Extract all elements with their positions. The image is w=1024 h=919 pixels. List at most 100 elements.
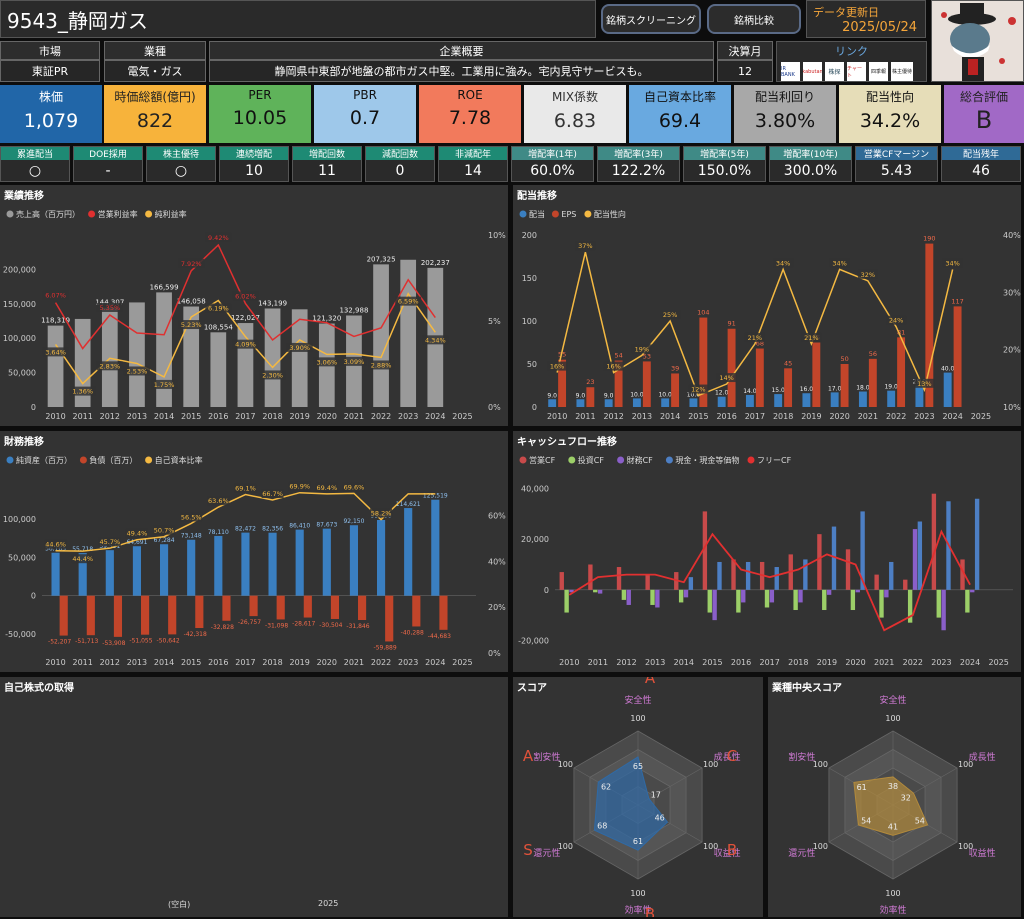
- radar-value: 61: [633, 837, 643, 846]
- equity-bar: [295, 529, 304, 596]
- fiscal-value: 12: [717, 60, 773, 82]
- cf-bar: [931, 493, 937, 590]
- x-tick-label: 2010: [45, 658, 65, 667]
- eps-label: 117: [951, 297, 963, 305]
- screening-button[interactable]: 銘柄スクリーニング: [601, 4, 701, 34]
- metric-label: 配当性向: [865, 90, 914, 104]
- x-tick-label: 2012: [616, 658, 636, 667]
- y-tick-label: 0: [31, 403, 36, 412]
- equity-ratio-label: 69.9%: [289, 483, 310, 491]
- cf-bar: [736, 589, 741, 613]
- x-tick-label: 2010: [547, 412, 567, 421]
- legend-marker: [88, 210, 96, 218]
- stat-label: 増配率(1年): [528, 150, 577, 160]
- stat-value: 0: [366, 160, 434, 181]
- cashflow-title: キャッシュフロー推移: [517, 437, 617, 448]
- debt-bar: [59, 595, 68, 636]
- label-bg: [180, 512, 203, 522]
- label-bg: [914, 378, 935, 388]
- payout-label: 14%: [719, 374, 733, 382]
- debt-bar: [412, 595, 421, 627]
- eps-bar: [558, 359, 567, 407]
- stat-card: 株主優待 ○: [146, 146, 216, 182]
- dividend-bar: [830, 392, 839, 407]
- debt-bar: [358, 595, 367, 621]
- radar-value: 41: [888, 822, 898, 831]
- radar-value: 38: [888, 782, 898, 791]
- link-yutai[interactable]: 株主優待: [891, 62, 913, 81]
- x-tick-label: 2023: [398, 412, 418, 421]
- label-bg: [234, 483, 257, 493]
- cf-bar: [850, 589, 856, 611]
- legend-marker: [6, 456, 14, 464]
- metric-card: MIX係数 6.83: [524, 85, 626, 143]
- equity-bar: [51, 552, 60, 596]
- stat-card: 連続増配 10: [219, 146, 289, 182]
- sales-bar: [101, 307, 118, 407]
- cf-bar: [817, 534, 822, 590]
- cf-bar: [822, 589, 827, 611]
- link-shikiho[interactable]: 四季報: [869, 62, 888, 81]
- radar-value: 65: [633, 762, 643, 771]
- metric-card: 時価総額(億円) 822: [104, 85, 206, 143]
- x-tick-label: 2016: [731, 658, 751, 667]
- debt-label: -53,908: [102, 640, 125, 647]
- sales-label: 207,325: [367, 255, 396, 263]
- payout-label: 16%: [550, 363, 564, 371]
- stat-value: 14: [439, 160, 507, 181]
- label-bg: [744, 332, 765, 342]
- cf-bar: [593, 589, 598, 593]
- label-bg: [801, 332, 822, 342]
- link-irbank[interactable]: IR BANK: [781, 62, 800, 81]
- radar-grade: S: [523, 841, 533, 859]
- equity-bar: [241, 532, 250, 596]
- dividend-chart: 配当 EPS 配当性向 0 50 100 150 200 10% 20% 30% 40% 2010 201…: [519, 209, 1021, 421]
- equity-bar: [78, 553, 87, 596]
- eps-bar: [784, 368, 793, 407]
- link-chart[interactable]: チャート: [847, 62, 866, 81]
- metric-card: 株価 1,079: [0, 85, 102, 143]
- payout-label: 25%: [663, 311, 677, 319]
- cf-bar: [884, 589, 889, 598]
- legend-marker: [6, 210, 14, 218]
- eps-bar: [812, 342, 821, 407]
- label-bg: [261, 489, 284, 499]
- y2-tick-label: 5%: [488, 317, 501, 326]
- cf-bar: [769, 589, 775, 603]
- margin-label: 3.06%: [316, 358, 337, 366]
- cashflow-panel: キャッシュフロー推移 営業CF 投資CF 財務CF 現金・現金等価物 フリーCF -20,…: [513, 431, 1021, 672]
- legend-marker: [145, 456, 153, 464]
- margin-label: 9.42%: [208, 234, 229, 242]
- cf-bar: [860, 511, 865, 590]
- cf-bar: [970, 589, 975, 593]
- compare-button[interactable]: 銘柄比較: [707, 4, 801, 34]
- cf-bar: [793, 589, 798, 611]
- debt-bar: [439, 595, 448, 630]
- label-bg: [370, 508, 393, 518]
- x-tick-label: 2018: [788, 658, 808, 667]
- performance-panel: 業績推移 売上高（百万円） 営業利益率 純利益率 0 50,000 100,000 150,…: [0, 185, 508, 426]
- stat-card: 非減配年 14: [438, 146, 508, 182]
- link-kabutan[interactable]: kabutan: [803, 62, 822, 81]
- link-kabutan2[interactable]: 株探: [825, 62, 844, 81]
- label-bg: [178, 258, 205, 268]
- debt-label: -50,642: [157, 637, 180, 644]
- metric-label: ROE: [457, 88, 483, 102]
- cf-bar: [741, 589, 746, 603]
- label-bg: [547, 361, 568, 371]
- metric-value: 10.05: [232, 107, 288, 129]
- debt-bar: [113, 595, 123, 637]
- sales-label: 108,554: [204, 323, 233, 331]
- equity-bar: [404, 508, 413, 596]
- x-tick-label: 2015: [181, 658, 201, 667]
- sales-label: 202,237: [421, 259, 450, 267]
- metric-card: 自己資本比率 69.4: [629, 85, 731, 143]
- sales-bar: [183, 306, 200, 407]
- debt-label: -59,889: [374, 644, 397, 651]
- margin-label: 6.02%: [235, 292, 256, 300]
- x-tick-label: 2013: [127, 412, 147, 421]
- margin-label: 3.09%: [344, 358, 365, 366]
- dividend-label: 17.0: [828, 385, 842, 392]
- link-box: リンク IR BANK kabutan 株探 チャート 四季報 株主優待: [776, 41, 927, 82]
- label-bg: [71, 554, 94, 564]
